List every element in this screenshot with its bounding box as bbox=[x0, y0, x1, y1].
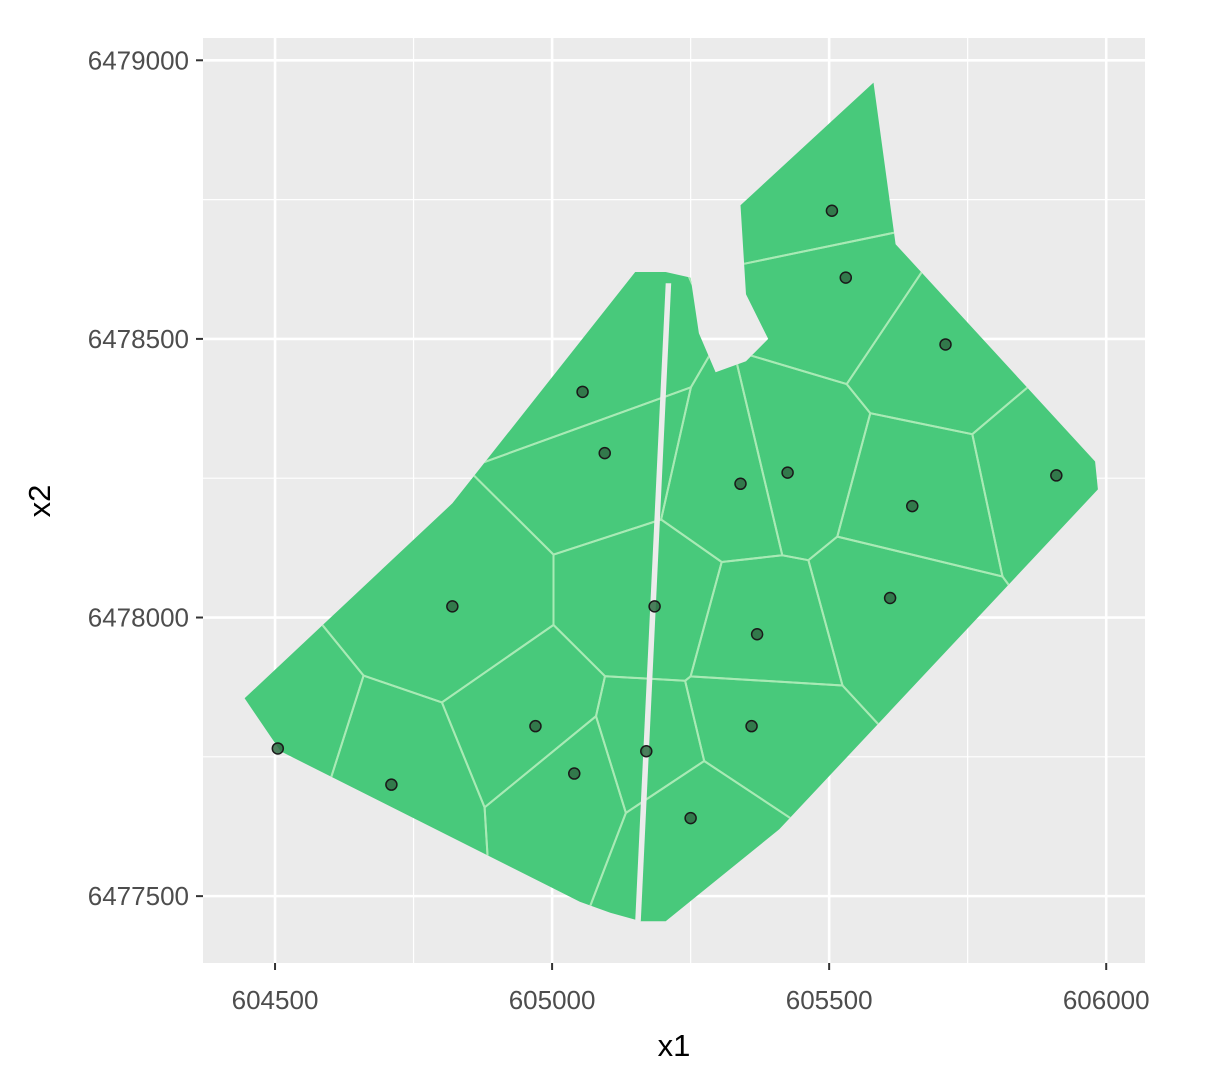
y-axis: 6477500 6478000 6478500 6479000 bbox=[88, 45, 203, 911]
points-layer bbox=[271, 204, 1063, 825]
data-point bbox=[568, 767, 581, 780]
x-axis-title: x1 bbox=[658, 1028, 691, 1063]
data-point bbox=[598, 446, 611, 460]
data-point bbox=[883, 591, 897, 605]
data-point bbox=[446, 600, 459, 613]
data-point bbox=[529, 719, 542, 733]
data-point bbox=[648, 600, 661, 613]
y-tick-label: 6478500 bbox=[88, 324, 189, 354]
x-axis: 604500 605000 605500 606000 bbox=[232, 963, 1150, 1015]
data-point bbox=[906, 499, 919, 513]
y-tick-label: 6479000 bbox=[88, 45, 189, 75]
data-point bbox=[640, 745, 653, 758]
data-point bbox=[750, 627, 764, 641]
data-point bbox=[576, 385, 589, 399]
data-point bbox=[825, 204, 839, 217]
data-point bbox=[745, 719, 758, 733]
data-point bbox=[939, 338, 952, 351]
y-tick-label: 6478000 bbox=[88, 603, 189, 633]
data-point bbox=[271, 742, 285, 755]
x-tick-label: 605500 bbox=[786, 985, 873, 1015]
data-point bbox=[1050, 469, 1063, 482]
region-polygon bbox=[244, 82, 1098, 922]
data-point bbox=[385, 778, 398, 791]
data-point bbox=[781, 466, 794, 479]
data-point bbox=[734, 477, 747, 491]
x-tick-label: 605000 bbox=[509, 985, 596, 1015]
y-tick-label: 6477500 bbox=[88, 881, 189, 911]
data-point bbox=[684, 811, 697, 825]
x-tick-label: 606000 bbox=[1063, 985, 1150, 1015]
x-tick-label: 604500 bbox=[232, 985, 319, 1015]
data-point bbox=[839, 271, 853, 284]
y-axis-title: x2 bbox=[22, 485, 57, 518]
